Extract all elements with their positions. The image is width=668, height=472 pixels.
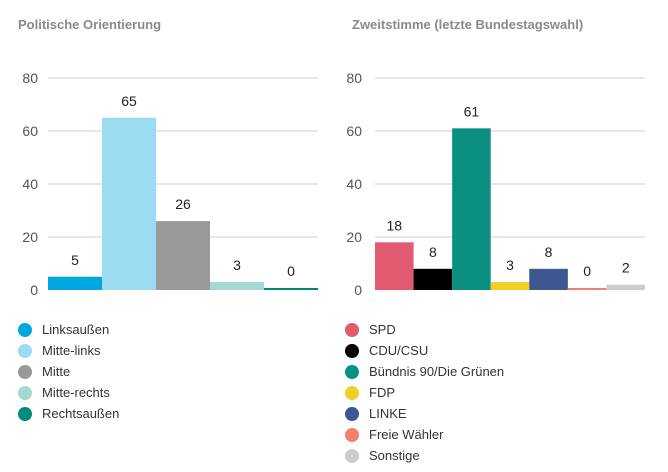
- legend-label: Mitte-links: [42, 343, 101, 358]
- bar-Sonstige: [606, 284, 645, 290]
- data-label: 0: [287, 263, 295, 279]
- legend-item: Mitte-rechts: [18, 382, 119, 403]
- legend-label: Bündnis 90/Die Grünen: [369, 364, 505, 379]
- y-tick-label: 80: [22, 70, 38, 86]
- y-tick-label: 20: [22, 229, 38, 245]
- bar-FDP: [490, 282, 530, 290]
- legend-item: Mitte: [18, 361, 119, 382]
- legend-swatch-icon: [345, 364, 359, 379]
- bar-Mitte-links: [102, 117, 156, 290]
- legend-label: LINKE: [369, 406, 407, 421]
- legend-label: Freie Wähler: [369, 427, 444, 442]
- legend-swatch-icon: [18, 385, 32, 400]
- legend-item: Sonstige: [345, 445, 504, 466]
- y-tick-label: 60: [22, 123, 38, 139]
- y-tick-label: 40: [346, 176, 362, 192]
- legend-swatch-icon: [18, 322, 32, 337]
- legend-item: Mitte-links: [18, 340, 119, 361]
- bar-Linksaußen: [48, 276, 102, 290]
- data-label: 3: [506, 257, 514, 273]
- legend-label: Rechtsaußen: [42, 406, 120, 421]
- legend-label: CDU/CSU: [369, 343, 429, 358]
- y-tick-label: 0: [354, 282, 362, 298]
- bar-Bündnis 90/Die Grünen: [452, 128, 491, 290]
- legend-left: Linksaußen Mitte-links Mitte Mitte-rechts Re…: [18, 319, 119, 424]
- legend-swatch-icon: [345, 385, 359, 400]
- data-label: 5: [71, 252, 79, 268]
- data-label: 26: [175, 196, 191, 212]
- legend-label: FDP: [369, 385, 395, 400]
- legend-label: Mitte-rechts: [42, 385, 110, 400]
- y-tick-label: 20: [346, 229, 362, 245]
- legend-label: SPD: [369, 322, 396, 337]
- bar-Mitte-rechts: [210, 282, 264, 290]
- legend-swatch-icon: [18, 364, 32, 379]
- legend-item: Rechtsaußen: [18, 403, 119, 424]
- chart-title-right: Zweitstimme (letzte Bundestagswahl): [352, 17, 584, 32]
- y-tick-label: 0: [30, 282, 38, 298]
- legend-label: Mitte: [42, 364, 71, 379]
- data-label: 8: [545, 244, 553, 260]
- data-label: 3: [233, 257, 241, 273]
- legend-swatch-icon: [18, 343, 32, 358]
- legend-swatch-icon: [18, 406, 32, 421]
- y-tick-label: 40: [22, 176, 38, 192]
- bar-CDU/CSU: [413, 268, 453, 290]
- legend-label: Linksaußen: [42, 322, 110, 337]
- data-label: 18: [386, 217, 402, 233]
- data-label: 8: [429, 244, 437, 260]
- legend-label: Sonstige: [369, 448, 420, 463]
- legend-item: Freie Wähler: [345, 424, 504, 445]
- bar-Rechtsaußen: [264, 288, 318, 290]
- legend-item: Bündnis 90/Die Grünen: [345, 361, 504, 382]
- bar-Mitte: [156, 221, 210, 290]
- data-label: 65: [121, 93, 137, 109]
- chart-title-left: Politische Orientierung: [18, 17, 162, 32]
- legend-swatch-icon: [345, 343, 359, 358]
- legend-swatch-icon: [345, 427, 359, 442]
- legend-right: SPD CDU/CSU Bündnis 90/Die Grünen FDP LINKE F…: [345, 319, 504, 466]
- legend-swatch-icon: [345, 406, 359, 421]
- data-label: 61: [464, 103, 480, 119]
- legend-swatch-icon: [345, 448, 359, 463]
- bar-Freie Wähler: [567, 288, 607, 290]
- bar-SPD: [375, 242, 414, 290]
- legend-swatch-icon: [345, 322, 359, 337]
- legend-item: FDP: [345, 382, 504, 403]
- data-label: 2: [622, 260, 630, 276]
- data-label: 0: [583, 263, 591, 279]
- legend-item: Linksaußen: [18, 319, 119, 340]
- legend-item: LINKE: [345, 403, 504, 424]
- y-tick-label: 80: [346, 70, 362, 86]
- legend-item: SPD: [345, 319, 504, 340]
- bar-LINKE: [529, 268, 568, 290]
- legend-item: CDU/CSU: [345, 340, 504, 361]
- y-tick-label: 60: [346, 123, 362, 139]
